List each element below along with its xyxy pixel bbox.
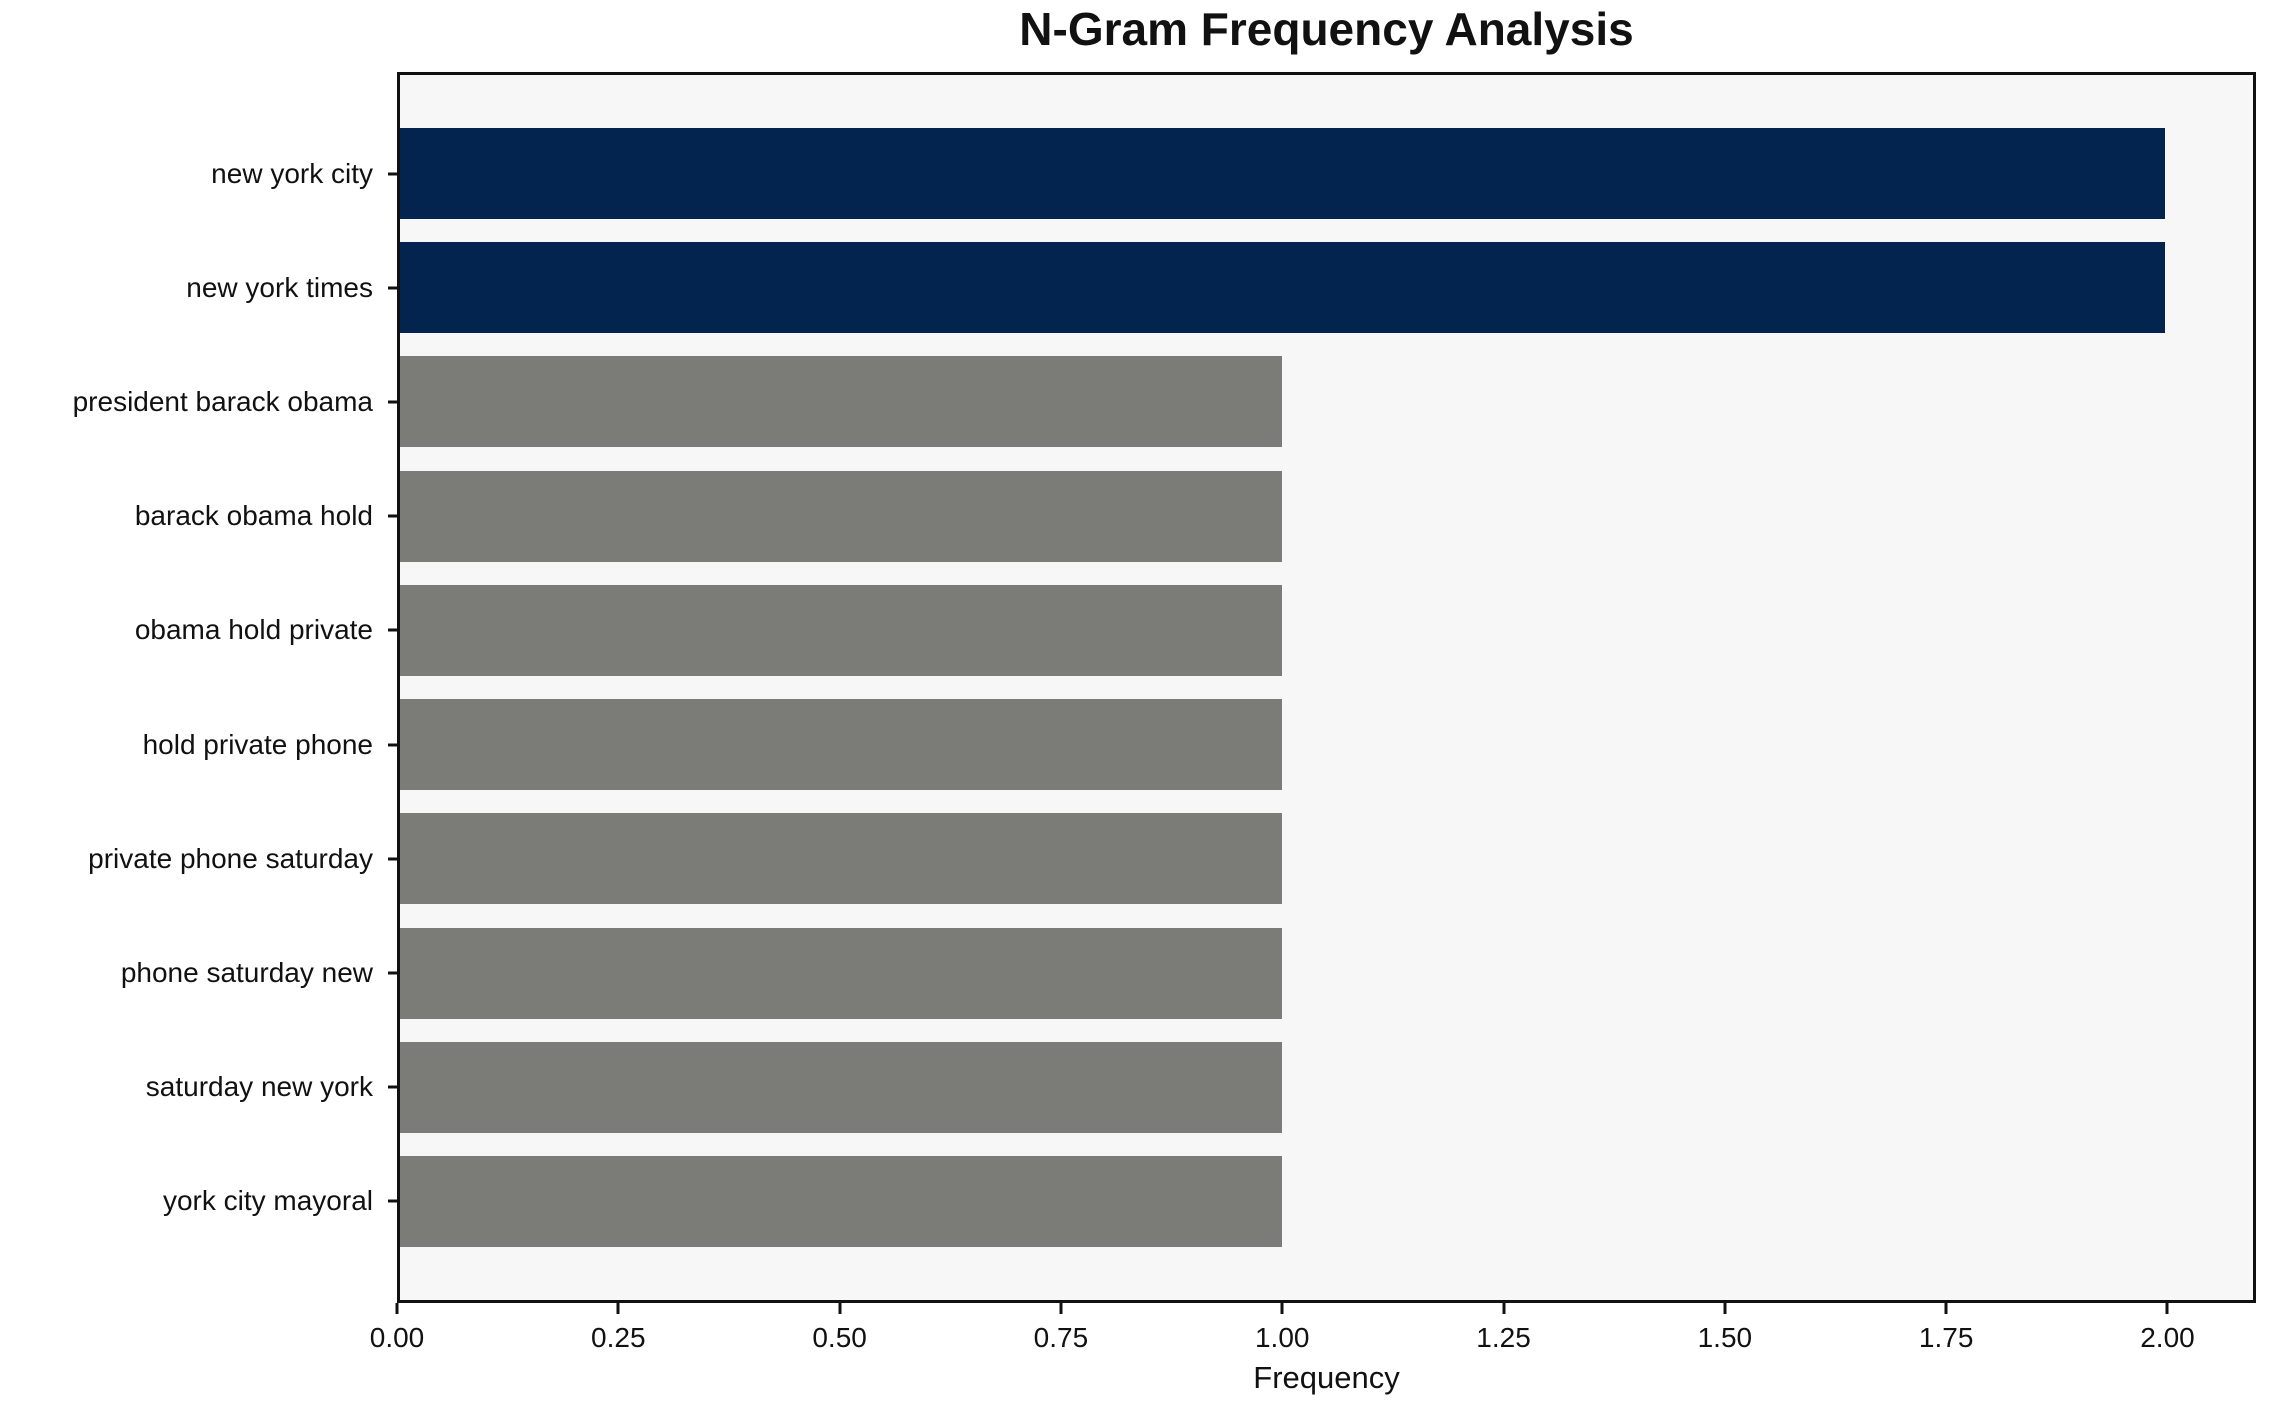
bar-row: hold private phone: [143, 699, 2253, 791]
y-tick-mark: [388, 1085, 397, 1089]
y-tick-mark: [388, 172, 397, 175]
x-tick-mark: [616, 1303, 620, 1314]
y-tick-label: new york times: [186, 271, 373, 303]
chart-title: N-Gram Frequency Analysis: [1019, 3, 1634, 55]
x-tick-label: 1.00: [1254, 1322, 1310, 1353]
y-tick-label: obama hold private: [134, 614, 373, 646]
bar-row: phone saturday new: [121, 927, 2253, 1019]
y-tick-label: saturday new york: [145, 1071, 373, 1103]
bar-new-york-city: [400, 128, 2165, 219]
y-tick-label: new york city: [211, 157, 373, 189]
plot-area: new york city new york times president bar…: [73, 72, 2256, 1303]
y-tick-mark: [388, 514, 397, 518]
y-tick-label: hold private phone: [142, 728, 373, 760]
bar-saturday-new-york: [400, 1041, 1283, 1133]
y-tick-mark: [388, 1199, 397, 1203]
bar-private-phone-saturday: [400, 813, 1283, 905]
bar-row: new york city: [211, 128, 2253, 219]
bar-hold-private-phone: [400, 699, 1283, 791]
y-tick-label: barack obama hold: [134, 500, 373, 532]
bar-president-barack-obama: [400, 356, 1283, 448]
x-tick-label: 0.75: [1033, 1322, 1089, 1353]
y-tick-label: phone saturday new: [120, 957, 373, 989]
y-tick-mark: [388, 400, 397, 404]
x-tick-label: 1.75: [1918, 1322, 1974, 1353]
x-tick-mark: [1059, 1303, 1063, 1314]
bar-row: president barack obama: [73, 356, 2253, 448]
bar-obama-hold-private: [400, 584, 1283, 676]
bar-row: york city mayoral: [163, 1155, 2253, 1247]
x-tick-label: 2.00: [2140, 1322, 2195, 1353]
y-tick-mark: [388, 857, 397, 861]
y-tick-label: private phone saturday: [88, 842, 373, 874]
y-tick-mark: [388, 743, 397, 747]
bars-container: new york city new york times president bar…: [73, 75, 2253, 1300]
x-axis: 0.00 0.25 0.50 0.75 1.00 1.25 1.50 1.75 2.00: [370, 1303, 2256, 1373]
y-tick-mark: [388, 286, 397, 290]
bar-barack-obama-hold: [400, 470, 1283, 562]
bar-new-york-times: [400, 242, 2165, 334]
y-tick-label: york city mayoral: [162, 1185, 373, 1217]
y-tick-label: president barack obama: [72, 385, 373, 417]
x-tick-mark: [1280, 1303, 1284, 1314]
x-tick-label: 0.50: [812, 1322, 867, 1353]
bar-row: private phone saturday: [88, 813, 2253, 905]
x-tick-mark: [1723, 1303, 1727, 1314]
x-tick-mark: [1502, 1303, 1506, 1314]
bar-york-city-mayoral: [400, 1155, 1283, 1247]
x-tick-mark: [1944, 1303, 1948, 1314]
x-tick-label: 1.50: [1697, 1322, 1753, 1353]
x-tick-label: 1.25: [1476, 1322, 1531, 1353]
bar-row: obama hold private: [135, 584, 2253, 676]
x-tick-label: 0.25: [591, 1322, 646, 1353]
x-axis-label: Frequency: [1253, 1360, 1400, 1395]
y-tick-mark: [388, 628, 397, 632]
bar-row: saturday new york: [146, 1041, 2253, 1133]
x-tick-label: 0.00: [369, 1322, 425, 1353]
x-tick-mark: [395, 1303, 399, 1314]
x-tick-mark: [838, 1303, 842, 1314]
bar-phone-saturday-new: [400, 927, 1283, 1019]
x-tick-mark: [2165, 1303, 2169, 1314]
y-tick-mark: [388, 971, 397, 975]
bar-row: new york times: [186, 242, 2253, 334]
bar-row: barack obama hold: [135, 470, 2253, 562]
